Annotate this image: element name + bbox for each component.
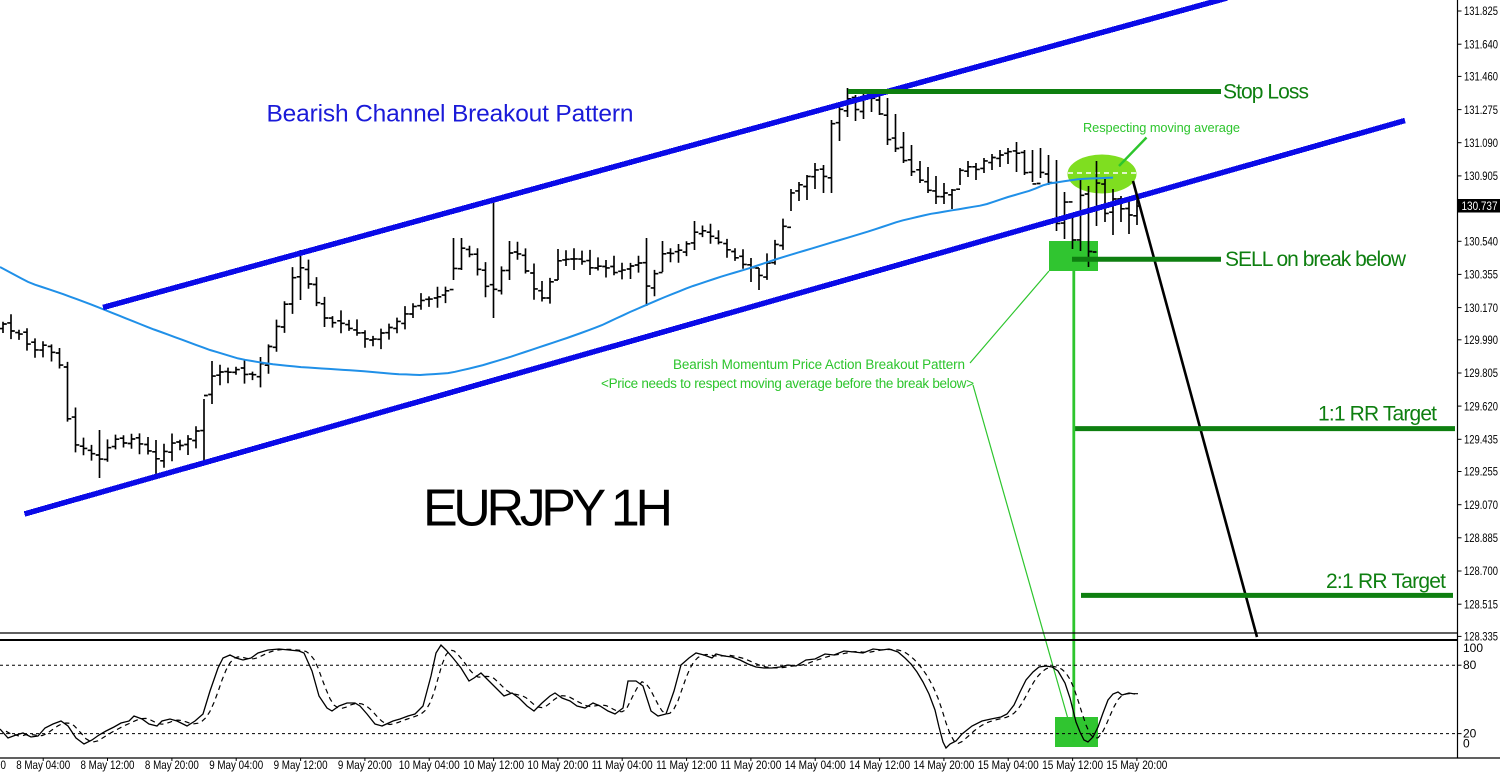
- svg-text:131.275: 131.275: [1464, 103, 1498, 117]
- svg-text:10 May 04:00: 10 May 04:00: [399, 758, 460, 772]
- svg-text:<Price needs to respect moving: <Price needs to respect moving average b…: [601, 376, 974, 391]
- svg-text:15 May 12:00: 15 May 12:00: [1042, 758, 1103, 772]
- svg-text:10 May 12:00: 10 May 12:00: [463, 758, 524, 772]
- svg-text:14 May 20:00: 14 May 20:00: [913, 758, 974, 772]
- svg-text:130.355: 130.355: [1464, 268, 1498, 282]
- svg-text:130.540: 130.540: [1464, 235, 1498, 249]
- svg-text:80: 80: [1463, 658, 1477, 672]
- svg-text:14 May 04:00: 14 May 04:00: [785, 758, 846, 772]
- svg-text:14 May 12:00: 14 May 12:00: [849, 758, 910, 772]
- svg-text:129.435: 129.435: [1464, 433, 1498, 447]
- svg-text:129.620: 129.620: [1464, 399, 1498, 413]
- svg-text:129.255: 129.255: [1464, 465, 1498, 479]
- svg-text:Bearish Channel Breakout Patte: Bearish Channel Breakout Pattern: [267, 101, 634, 128]
- svg-text:130.737: 130.737: [1462, 199, 1498, 213]
- svg-text:131.460: 131.460: [1464, 70, 1498, 84]
- svg-text:128.515: 128.515: [1464, 597, 1498, 611]
- svg-text:1:1 RR Target: 1:1 RR Target: [1318, 403, 1437, 426]
- svg-text:0: 0: [1463, 737, 1470, 751]
- svg-text:EURJPY 1H: EURJPY 1H: [423, 480, 673, 538]
- svg-text:15 May 20:00: 15 May 20:00: [1106, 758, 1167, 772]
- svg-text:128.335: 128.335: [1464, 630, 1498, 644]
- svg-text:11 May 20:00: 11 May 20:00: [720, 758, 781, 772]
- svg-text:8 May 04:00: 8 May 04:00: [16, 758, 70, 772]
- svg-text:20: 20: [1463, 727, 1477, 741]
- svg-text:9 May 12:00: 9 May 12:00: [274, 758, 328, 772]
- svg-text:130.905: 130.905: [1464, 169, 1498, 183]
- svg-text:9 May 04:00: 9 May 04:00: [209, 758, 263, 772]
- svg-text:130.170: 130.170: [1464, 301, 1498, 315]
- svg-text:100: 100: [1463, 641, 1483, 655]
- svg-text:10 May 20:00: 10 May 20:00: [527, 758, 588, 772]
- svg-text:129.805: 129.805: [1464, 366, 1498, 380]
- svg-text:11 May 12:00: 11 May 12:00: [656, 758, 717, 772]
- svg-text:Stop Loss: Stop Loss: [1223, 81, 1309, 104]
- svg-text:129.070: 129.070: [1464, 498, 1498, 512]
- svg-text:129.990: 129.990: [1464, 333, 1498, 347]
- svg-text:131.090: 131.090: [1464, 136, 1498, 150]
- svg-text:15 May 04:00: 15 May 04:00: [978, 758, 1039, 772]
- svg-text:8 May 20:00: 8 May 20:00: [145, 758, 199, 772]
- svg-text:Bearish Momentum Price Action: Bearish Momentum Price Action Breakout P…: [673, 357, 965, 372]
- svg-text:128.885: 128.885: [1464, 531, 1498, 545]
- svg-text:Respecting moving average: Respecting moving average: [1083, 120, 1240, 135]
- svg-text:8 May 12:00: 8 May 12:00: [81, 758, 135, 772]
- svg-text:131.825: 131.825: [1464, 4, 1498, 18]
- svg-text:9 May 20:00: 9 May 20:00: [338, 758, 392, 772]
- svg-text:131.640: 131.640: [1464, 37, 1498, 51]
- svg-text:128.700: 128.700: [1464, 564, 1498, 578]
- svg-text:7 May 20:00: 7 May 20:00: [0, 758, 6, 772]
- svg-text:2:1 RR Target: 2:1 RR Target: [1326, 570, 1446, 593]
- svg-text:SELL on break below: SELL on break below: [1225, 248, 1407, 271]
- svg-text:11 May 04:00: 11 May 04:00: [592, 758, 653, 772]
